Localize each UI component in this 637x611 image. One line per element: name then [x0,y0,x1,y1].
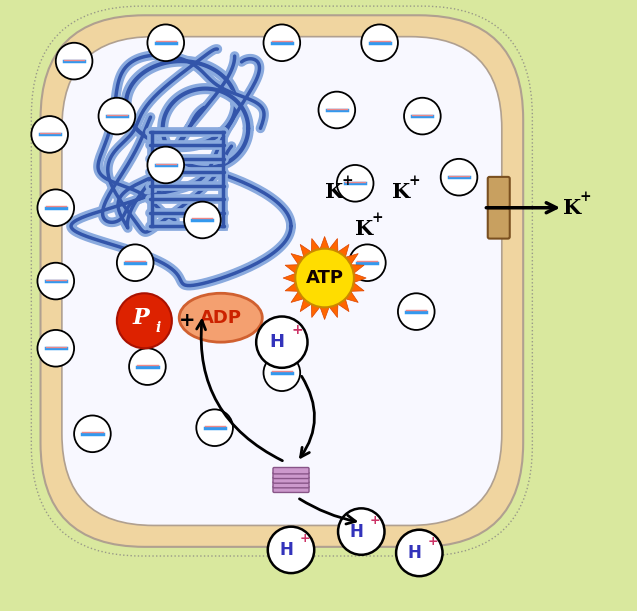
FancyBboxPatch shape [41,15,523,547]
FancyBboxPatch shape [62,37,502,525]
Circle shape [147,24,184,61]
Text: H: H [279,541,293,559]
Circle shape [264,354,300,391]
Circle shape [318,92,355,128]
Circle shape [441,159,477,196]
Circle shape [38,189,74,226]
FancyBboxPatch shape [273,477,309,483]
Text: +: + [372,211,383,225]
Circle shape [117,293,172,348]
Text: +: + [408,175,420,188]
Circle shape [147,147,184,183]
Text: +: + [179,311,196,331]
Text: P: P [133,307,150,329]
Polygon shape [283,236,366,320]
Text: K: K [563,198,581,218]
Text: H: H [269,333,285,351]
Circle shape [129,348,166,385]
FancyBboxPatch shape [488,177,510,207]
Text: +: + [341,175,353,188]
Circle shape [404,98,441,134]
Text: K: K [325,183,343,202]
Circle shape [38,330,74,367]
Circle shape [256,316,308,368]
Circle shape [361,24,398,61]
FancyBboxPatch shape [273,486,309,492]
Text: +: + [580,190,591,203]
Circle shape [296,249,354,307]
Circle shape [398,293,434,330]
FancyBboxPatch shape [488,208,510,238]
Ellipse shape [179,293,262,342]
Circle shape [338,508,385,555]
Text: K: K [355,219,373,239]
Circle shape [349,244,386,281]
FancyBboxPatch shape [273,472,309,478]
Circle shape [56,43,92,79]
Text: ATP: ATP [306,269,343,287]
Circle shape [38,263,74,299]
Circle shape [264,24,300,61]
Text: i: i [156,321,161,335]
FancyBboxPatch shape [273,481,309,488]
Circle shape [99,98,135,134]
Circle shape [74,415,111,452]
Circle shape [31,116,68,153]
Text: +: + [369,514,380,527]
Text: H: H [350,522,363,541]
Circle shape [396,530,443,576]
Circle shape [337,165,373,202]
Text: H: H [408,544,421,562]
Text: +: + [291,323,303,337]
Circle shape [184,202,221,238]
Circle shape [117,244,154,281]
Text: +: + [427,535,438,549]
FancyBboxPatch shape [273,467,309,474]
Text: ADP: ADP [200,309,241,327]
Circle shape [268,527,314,573]
Text: K: K [392,183,410,202]
Text: +: + [299,532,310,546]
Circle shape [196,409,233,446]
